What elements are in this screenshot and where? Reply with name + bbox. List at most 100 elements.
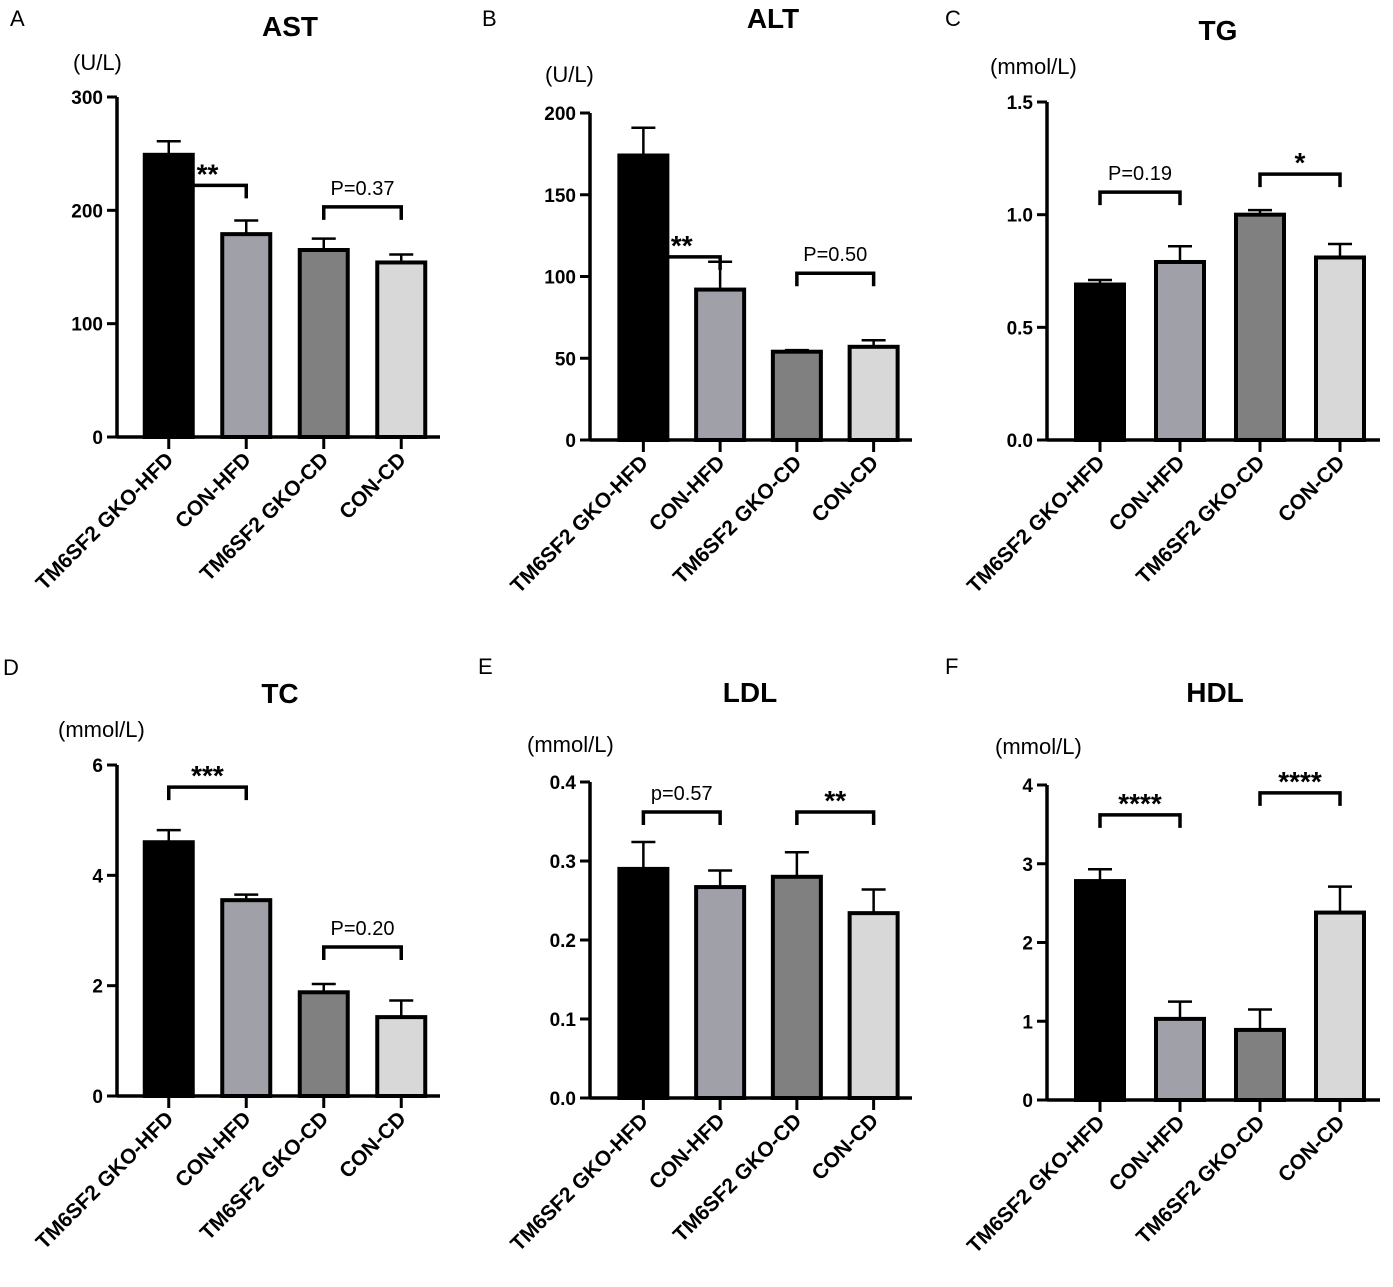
- y-tick-label: 2: [92, 977, 103, 998]
- significance-label: ****: [1118, 788, 1162, 819]
- bar: [847, 344, 900, 442]
- significance-label: ***: [191, 760, 224, 791]
- x-category-label: TM6SF2 GKO-CD: [669, 451, 807, 589]
- y-tick-label: 0: [92, 1087, 103, 1108]
- y-tick-label: 1.0: [1007, 206, 1033, 227]
- x-category-label: TM6SF2 GKO-HFD: [506, 451, 653, 598]
- bar: [617, 866, 670, 1101]
- panel-letter: D: [3, 655, 19, 680]
- bar: [1314, 255, 1366, 443]
- bar: [1234, 1027, 1286, 1102]
- bar: [1234, 212, 1286, 442]
- bar: [375, 260, 428, 440]
- x-category-label: TM6SF2 GKO-CD: [196, 1107, 334, 1245]
- y-tick-label: 0.0: [550, 1089, 576, 1110]
- significance-label: *: [1295, 147, 1306, 178]
- y-tick-label: 200: [544, 104, 576, 125]
- x-category-label: CON-CD: [1274, 1111, 1350, 1187]
- y-tick-label: 3: [1022, 855, 1033, 876]
- y-tick-label: 0.5: [1007, 318, 1034, 339]
- bar: [1074, 282, 1126, 442]
- bar: [770, 349, 823, 442]
- y-axis-unit-label: (mmol/L): [58, 717, 145, 742]
- x-category-label: CON-HFD: [171, 1107, 256, 1192]
- panel-letter: C: [945, 6, 961, 31]
- bar: [1154, 1016, 1206, 1103]
- significance-bracket: [167, 785, 248, 801]
- chart-title: TC: [261, 678, 298, 709]
- y-axis-unit-label: (U/L): [545, 62, 594, 87]
- chart-panel-d: D TC (mmol/L) 0 2 4 6 TM6SF2 GKO-HFDCON-HFDTM6S…: [3, 655, 440, 1254]
- y-tick-label: 100: [71, 315, 103, 336]
- significance-label: ****: [1278, 766, 1322, 797]
- significance-label: **: [197, 158, 219, 189]
- significance-label: P=0.20: [331, 918, 395, 940]
- y-axis-unit-label: (mmol/L): [527, 732, 614, 757]
- significance-label: **: [824, 785, 846, 816]
- y-tick-label: 150: [544, 186, 576, 207]
- significance-bracket: [1098, 813, 1182, 828]
- y-tick-label: 300: [71, 88, 103, 109]
- significance-bracket: [322, 205, 403, 220]
- y-tick-label: 0: [92, 428, 103, 449]
- significance-bracket: [1098, 190, 1182, 206]
- y-axis-unit-label: (mmol/L): [995, 734, 1082, 759]
- significance-label: p=0.57: [651, 783, 713, 805]
- x-category-label: TM6SF2 GKO-CD: [196, 448, 334, 586]
- significance-label: P=0.37: [331, 178, 395, 200]
- y-tick-label: 1.5: [1007, 93, 1034, 114]
- chart-title: LDL: [723, 677, 777, 708]
- y-tick-label: 2: [1022, 934, 1033, 955]
- significance-bracket: [795, 271, 876, 287]
- panel-letter: B: [482, 6, 497, 31]
- y-tick-label: 0.4: [550, 773, 577, 794]
- bar: [220, 898, 273, 1098]
- chart-title: ALT: [747, 3, 799, 34]
- chart-title: AST: [262, 11, 318, 42]
- significance-bracket: [322, 945, 403, 961]
- x-category-label: CON-CD: [808, 1109, 884, 1185]
- x-category-label: TM6SF2 GKO-HFD: [963, 1111, 1110, 1258]
- y-tick-label: 0: [565, 431, 576, 452]
- panel-letter: A: [10, 6, 25, 31]
- x-category-label: CON-CD: [335, 448, 411, 524]
- y-axis-unit-label: (mmol/L): [990, 54, 1077, 79]
- bar: [220, 232, 273, 439]
- x-category-label: CON-CD: [1274, 451, 1350, 527]
- y-tick-label: 0.3: [550, 852, 576, 873]
- bar: [142, 840, 195, 1098]
- significance-bracket: [641, 255, 722, 270]
- chart-title: HDL: [1186, 677, 1244, 708]
- y-tick-label: 0.1: [550, 1010, 577, 1031]
- significance-bracket: [641, 810, 722, 826]
- y-tick-label: 100: [544, 268, 576, 289]
- significance-label: P=0.50: [803, 244, 867, 266]
- bar: [1074, 879, 1126, 1103]
- panel-letter: F: [945, 654, 958, 679]
- significance-bracket: [167, 183, 248, 199]
- x-category-label: CON-CD: [808, 451, 884, 527]
- x-category-label: TM6SF2 GKO-HFD: [963, 451, 1110, 598]
- x-category-label: CON-CD: [335, 1107, 411, 1183]
- significance-bracket: [1258, 172, 1342, 188]
- significance-label: **: [671, 230, 693, 261]
- x-category-label: CON-HFD: [1105, 451, 1190, 536]
- chart-title: TG: [1199, 15, 1238, 46]
- chart-panel-a: A AST (U/L) 0 100 200 300 TM6SF2 GKO-HFDCON-HFD…: [10, 6, 440, 595]
- x-category-label: TM6SF2 GKO-CD: [669, 1109, 807, 1247]
- panel-letter: E: [478, 654, 493, 679]
- bar: [617, 153, 670, 442]
- significance-bracket: [795, 810, 876, 826]
- bar: [1154, 259, 1206, 442]
- bar: [1314, 910, 1366, 1103]
- y-tick-label: 1: [1022, 1012, 1033, 1033]
- y-axis-unit-label: (U/L): [73, 50, 122, 75]
- y-tick-label: 6: [92, 756, 103, 777]
- bar: [694, 287, 747, 442]
- x-category-label: CON-HFD: [1105, 1111, 1190, 1196]
- chart-panel-e: E LDL (mmol/L) 0.0 0.1 0.2 0.3 0.4 TM6SF2 GKO-HF…: [478, 654, 912, 1256]
